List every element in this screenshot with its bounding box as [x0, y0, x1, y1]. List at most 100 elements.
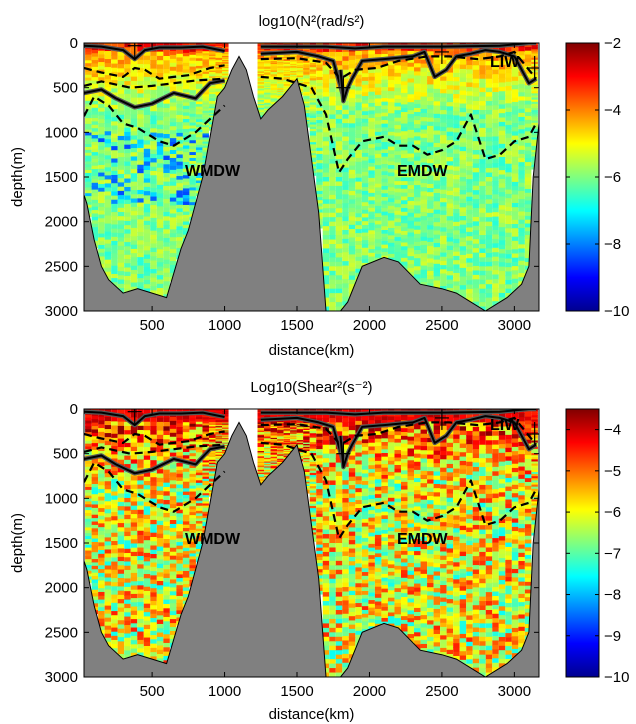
profile-column: [137, 409, 144, 662]
isopycnal-solid: [84, 445, 225, 475]
profile-column: [143, 43, 151, 298]
profile-column: [163, 409, 170, 670]
profile-column: [348, 409, 356, 664]
profile-column: [440, 409, 447, 662]
y-tick-label: 1000: [45, 124, 78, 141]
profile-column: [98, 43, 105, 273]
profile-column: [189, 409, 196, 587]
y-tick-label: 500: [53, 80, 78, 97]
profile-column: [368, 409, 375, 635]
y-tick-label: 1500: [45, 535, 78, 552]
profile-column: [459, 409, 467, 670]
colorbar-tick-label: −5: [604, 463, 621, 480]
annotation-label: WMDW: [185, 163, 241, 180]
profile-column: [368, 43, 375, 269]
isopycnal-dashed: [84, 64, 225, 80]
x-tick-label: 500: [140, 317, 165, 334]
isopycnal-solid: [84, 410, 225, 427]
profile-column: [394, 409, 401, 634]
bathymetry-area: [84, 421, 539, 677]
colorbar-tick-label: −8: [604, 236, 621, 253]
y-tick-label: 1000: [45, 490, 78, 507]
y-tick-label: 3000: [45, 303, 78, 320]
profile-column: [420, 43, 428, 291]
colorbar-tick-label: −6: [604, 169, 621, 186]
profile-column: [176, 43, 183, 260]
profile-column: [111, 409, 118, 658]
profile-column: [466, 409, 473, 674]
isopycnal-solid: [339, 435, 349, 469]
colorbar-tick-label: −7: [604, 545, 621, 562]
colorbar-tick-label: −10: [604, 303, 629, 320]
profile-column: [156, 409, 164, 668]
isopycnal-solid: [260, 43, 537, 50]
y-axis-label: depth(m): [9, 147, 26, 207]
chart-title: log10(N²(rad/s²): [259, 13, 365, 30]
profile-column: [277, 43, 284, 105]
colorbar-tick-label: −10: [604, 669, 629, 686]
isopycnal-dashed: [260, 75, 538, 174]
profile-column: [414, 409, 421, 654]
profile-column: [485, 409, 493, 677]
colorbar-tick-label: −4: [604, 422, 621, 439]
profile-column: [322, 409, 330, 677]
profile-column: [492, 409, 499, 677]
isopycnal-solid: [260, 49, 537, 98]
profile-column: [137, 43, 144, 296]
x-tick-label: 1000: [208, 683, 241, 700]
profile-column: [335, 409, 343, 677]
profile-column: [387, 409, 395, 632]
profile-column: [466, 43, 473, 308]
profile-column: [150, 43, 157, 300]
profile-column: [387, 43, 395, 266]
colorbar-tick-label: −9: [604, 628, 621, 645]
isopycnal-solid: [84, 44, 225, 61]
x-tick-label: 1500: [280, 317, 313, 334]
profile-column: [446, 43, 454, 298]
profile-column: [111, 43, 118, 292]
profile-column: [222, 43, 229, 92]
isopycnal-dashed: [84, 95, 226, 147]
profile-column: [182, 409, 190, 608]
data-field: [84, 43, 539, 311]
isopycnal-dashed: [260, 50, 537, 80]
profile-column: [117, 43, 125, 298]
colorbar-tick-label: −6: [604, 504, 621, 521]
x-tick-label: 3000: [498, 683, 531, 700]
profile-column: [117, 409, 125, 664]
profile-column: [361, 43, 369, 272]
profile-column: [169, 409, 177, 648]
y-tick-label: 2000: [45, 580, 78, 597]
x-axis-label: distance(km): [269, 706, 355, 723]
x-tick-label: 2000: [353, 317, 386, 334]
chart-title: Log10(Shear²(s⁻²): [250, 379, 372, 396]
x-tick-label: 1000: [208, 317, 241, 334]
profile-column: [459, 43, 467, 304]
profile-column: [104, 409, 112, 651]
profile-column: [182, 43, 190, 242]
profile-column: [124, 409, 131, 664]
profile-column: [505, 409, 512, 669]
profile-column: [150, 409, 157, 666]
chart-panel-2: WMDW EMDW LIW 500 1000 1500 2000 2500 3000 0 500 10…: [9, 379, 629, 723]
isopycnal-solid: [260, 409, 537, 416]
profile-column: [511, 43, 519, 297]
x-tick-label: 2500: [425, 683, 458, 700]
x-tick-label: 3000: [498, 317, 531, 334]
colorbar-tick-label: −4: [604, 102, 621, 119]
profile-column: [518, 43, 525, 291]
y-tick-label: 500: [53, 446, 78, 463]
annotation-label: LIW: [490, 54, 520, 71]
profile-column: [163, 43, 170, 304]
y-tick-label: 3000: [45, 669, 78, 686]
profile-column: [124, 43, 131, 298]
isopycnal-dashed: [84, 461, 226, 513]
profile-column: [498, 43, 506, 307]
colorbar-tick-label: −2: [604, 35, 621, 52]
profile-column: [169, 43, 177, 282]
y-tick-label: 2000: [45, 214, 78, 231]
profile-column: [348, 43, 356, 298]
profile-column: [400, 43, 408, 274]
profile-column: [374, 43, 382, 266]
